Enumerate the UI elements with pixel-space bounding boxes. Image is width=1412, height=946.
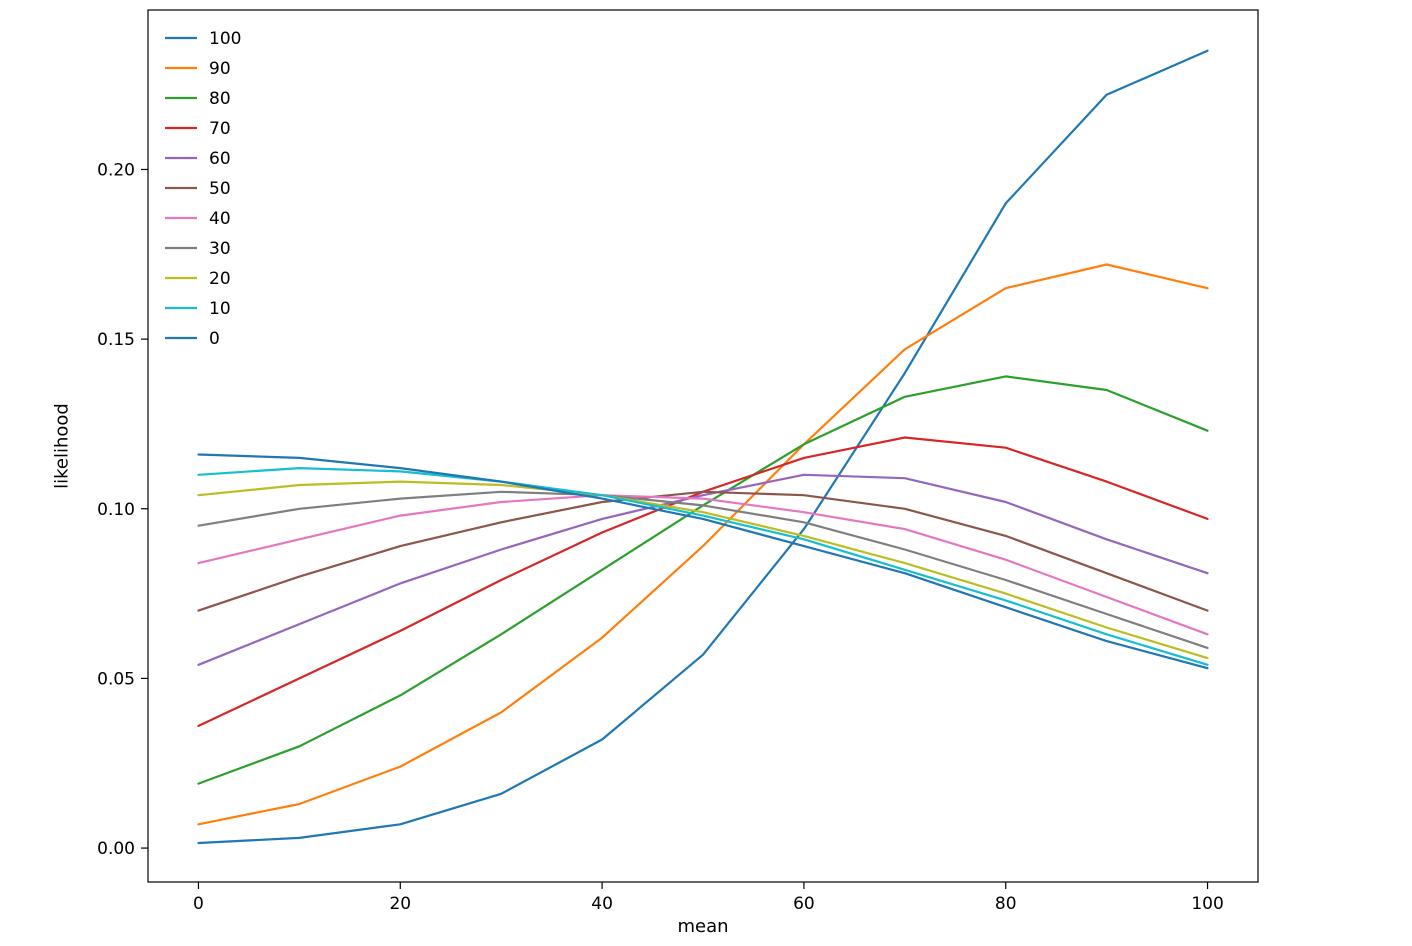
legend-entry: 90 — [165, 59, 231, 79]
legend-entry: 80 — [165, 89, 231, 109]
legend-label: 0 — [209, 329, 220, 349]
legend-entry: 60 — [165, 149, 231, 169]
x-tick-label: 80 — [995, 894, 1017, 914]
legend-entry: 70 — [165, 119, 231, 139]
legend-entry: 20 — [165, 269, 231, 289]
series-line-40 — [197, 494, 1209, 636]
series-line-60 — [197, 473, 1209, 666]
axes-box — [147, 9, 1259, 883]
legend-label: 100 — [209, 29, 241, 49]
legend-entry: 30 — [165, 239, 231, 259]
legend-entry: 0 — [165, 329, 220, 349]
legend-label: 90 — [209, 59, 231, 79]
legend-entry: 10 — [165, 299, 231, 319]
x-tick-label: 100 — [1191, 894, 1223, 914]
series-line-90 — [197, 263, 1209, 826]
y-tick-label: 0.20 — [97, 160, 135, 180]
x-axis-label: mean — [677, 916, 729, 937]
series-line-10 — [197, 467, 1209, 666]
legend-label: 10 — [209, 299, 231, 319]
legend-label: 40 — [209, 209, 231, 229]
legend-label: 50 — [209, 179, 231, 199]
series-line-20 — [197, 480, 1209, 660]
series-line-50 — [197, 490, 1209, 612]
y-tick-label: 0.15 — [97, 330, 135, 350]
x-tick-label: 0 — [193, 894, 204, 914]
legend-entry: 50 — [165, 179, 231, 199]
legend-label: 20 — [209, 269, 231, 289]
x-tick-label: 40 — [591, 894, 613, 914]
series-line-0 — [197, 453, 1209, 670]
series-line-100 — [197, 49, 1209, 845]
legend-label: 60 — [209, 149, 231, 169]
series-line-70 — [197, 436, 1209, 728]
y-tick-label: 0.10 — [97, 500, 135, 520]
x-tick-label: 60 — [793, 894, 815, 914]
legend-label: 80 — [209, 89, 231, 109]
series-line-30 — [197, 490, 1209, 650]
legend-label: 70 — [209, 119, 231, 139]
y-tick-label: 0.00 — [97, 839, 135, 859]
legend-entry: 40 — [165, 209, 231, 229]
x-tick-label: 20 — [389, 894, 411, 914]
y-axis-label: likelihood — [51, 403, 73, 489]
y-tick-label: 0.05 — [97, 669, 135, 689]
series-line-80 — [197, 375, 1209, 785]
legend-entry: 100 — [165, 29, 241, 49]
legend-label: 30 — [209, 239, 231, 259]
